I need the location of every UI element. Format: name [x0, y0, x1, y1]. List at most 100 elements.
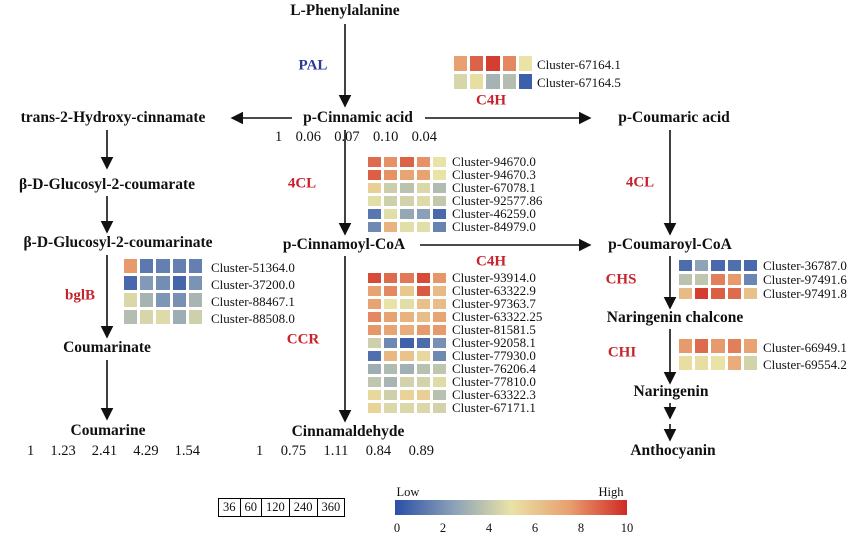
heatmap-cell — [431, 221, 447, 233]
heatmap-cell — [367, 363, 383, 375]
heatmap-cell — [678, 355, 694, 371]
heatmap-cell — [415, 298, 431, 310]
heatmap-cell — [367, 337, 383, 349]
heatmap-chs — [678, 259, 758, 300]
heatmap-cell — [678, 338, 694, 354]
heatmap-cell — [726, 273, 742, 286]
heatmap-cell — [517, 73, 533, 90]
heatmap-cell — [415, 350, 431, 362]
heatmap-cell — [399, 221, 415, 233]
ratio: 0.84 — [365, 443, 392, 459]
heatmap-cell — [399, 402, 415, 414]
cluster-label: Cluster-94670.0 — [452, 154, 536, 169]
heatmap-cell — [501, 55, 517, 72]
color-scale-bar — [395, 500, 627, 515]
colorbar-tick: 2 — [439, 521, 447, 535]
time-label: 360 — [321, 500, 341, 514]
heatmap-cell — [383, 285, 399, 297]
cluster-label: Cluster-94670.3 — [452, 167, 536, 182]
heatmap-cell — [415, 389, 431, 401]
ratio: 1 — [256, 443, 264, 459]
heatmap-cell — [367, 402, 383, 414]
ratio: 0.06 — [295, 129, 321, 145]
heatmap-cell — [367, 350, 383, 362]
time-label: 240 — [290, 499, 318, 516]
heatmap-cell — [431, 376, 447, 388]
heatmap-cell — [171, 309, 187, 325]
cluster-label: Cluster-67164.1 — [537, 57, 621, 72]
colorbar-tick: 8 — [577, 521, 585, 535]
heatmap-cell — [123, 292, 139, 308]
heatmap-cell — [431, 311, 447, 323]
heatmap-cell — [415, 221, 431, 233]
compound-trans-2-hydroxy-cinnamate: trans-2-Hydroxy-cinnamate — [20, 109, 206, 126]
heatmap-cell — [431, 195, 447, 207]
cluster-label: Cluster-88467.1 — [211, 294, 295, 309]
heatmap-cell — [367, 389, 383, 401]
heatmap-cell — [367, 272, 383, 284]
ratio: 0.07 — [334, 129, 360, 145]
heatmap-cell — [367, 169, 383, 181]
heatmap-cell — [383, 208, 399, 220]
heatmap-cell — [710, 338, 726, 354]
cluster-label: Cluster-84979.0 — [452, 219, 536, 234]
heatmap-cell — [431, 324, 447, 336]
heatmap-cell — [399, 311, 415, 323]
heatmap-cell — [383, 221, 399, 233]
heatmap-cell — [367, 156, 383, 168]
time-label: 36 — [219, 499, 241, 516]
heatmap-cell — [399, 195, 415, 207]
heatmap-cell — [415, 285, 431, 297]
heatmap-cell — [139, 292, 155, 308]
compound-p-coumaric-acid: p-Coumaric acid — [618, 109, 730, 126]
heatmap-cell — [415, 169, 431, 181]
cluster-label: Cluster-77810.0 — [452, 374, 536, 389]
heatmap-cell — [367, 221, 383, 233]
heatmap-bglb — [123, 258, 203, 325]
heatmap-cell — [415, 324, 431, 336]
enzyme-ccr: CCR — [286, 331, 320, 348]
heatmap-cell — [155, 309, 171, 325]
heatmap-cell — [726, 338, 742, 354]
heatmap-cell — [678, 273, 694, 286]
heatmap-cell — [123, 275, 139, 291]
ratio: 1.23 — [50, 443, 76, 459]
heatmap-cell — [383, 389, 399, 401]
cluster-label: Cluster-63322.3 — [452, 387, 536, 402]
enzyme-chs: CHS — [605, 271, 637, 288]
heatmap-cell — [742, 338, 758, 354]
heatmap-cell — [399, 363, 415, 375]
heatmap-cell — [155, 275, 171, 291]
labels-ccr: Cluster-93914.0 Cluster-63322.9 Cluster-97… — [452, 271, 542, 414]
cluster-label: Cluster-97363.7 — [452, 296, 536, 311]
heatmap-cell — [678, 259, 694, 272]
heatmap-cell — [383, 350, 399, 362]
colorbar-tick: 0 — [393, 521, 401, 535]
heatmap-cell — [415, 363, 431, 375]
heatmap-cell — [694, 338, 710, 354]
heatmap-cell — [187, 309, 203, 325]
cluster-label: Cluster-51364.0 — [211, 260, 295, 275]
enzyme-pal: PAL — [298, 57, 328, 74]
heatmap-cell — [399, 350, 415, 362]
heatmap-cell — [399, 156, 415, 168]
heatmap-cell — [453, 73, 469, 90]
heatmap-cell — [383, 311, 399, 323]
heatmap-cell — [123, 309, 139, 325]
heatmap-cell — [399, 376, 415, 388]
heatmap-cell — [453, 55, 469, 72]
heatmap-cell — [171, 292, 187, 308]
enzyme-chi: CHI — [607, 344, 637, 361]
heatmap-cell — [399, 169, 415, 181]
heatmap-cell — [742, 355, 758, 371]
heatmap-cell — [155, 258, 171, 274]
heatmap-cell — [187, 258, 203, 274]
cluster-label: Cluster-46259.0 — [452, 206, 536, 221]
ratio: 0.75 — [280, 443, 307, 459]
heatmap-cell — [694, 259, 710, 272]
cluster-label: Cluster-63322.25 — [452, 309, 543, 324]
labels-bglb: Cluster-51364.0 Cluster-37200.0 Cluster-88… — [211, 259, 295, 327]
cluster-label: Cluster-88508.0 — [211, 311, 295, 326]
ratio: 0.04 — [411, 129, 437, 145]
compound-p-cinnamoyl-coa: p-Cinnamoyl-CoA — [282, 236, 406, 253]
